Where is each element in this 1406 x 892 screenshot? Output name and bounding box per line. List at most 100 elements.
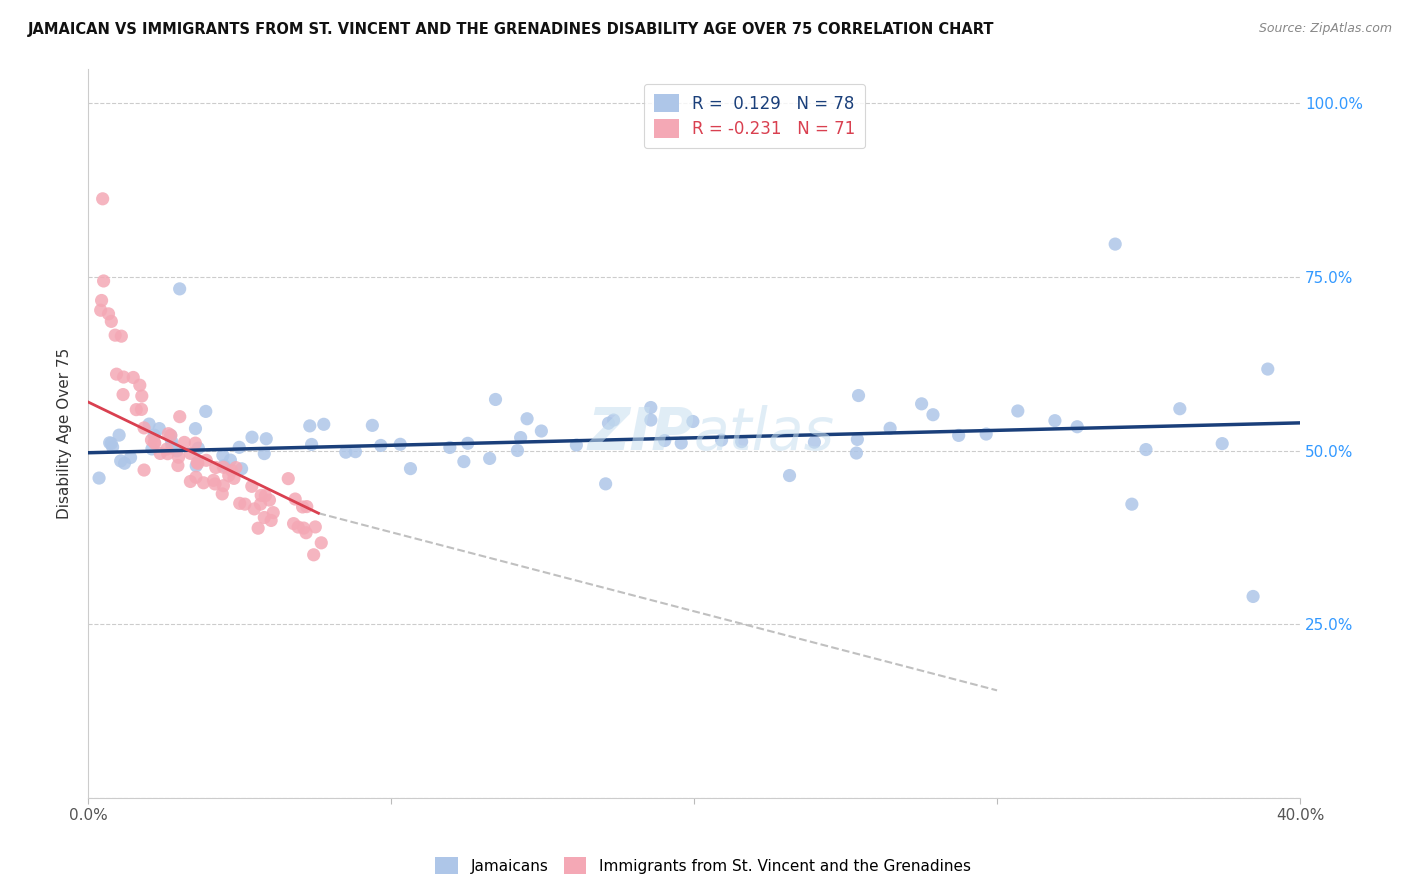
Point [212,458,235,473]
Point [295,525,318,540]
Point [457,436,479,450]
Point [879,421,901,435]
Point [361,418,384,433]
Y-axis label: Disability Age Over 75: Disability Age Over 75 [58,348,72,519]
Point [1257,362,1279,376]
Point [143,435,166,450]
Point [453,454,475,468]
Point [389,437,412,451]
Point [250,488,273,502]
Point [160,434,183,449]
Point [291,500,314,514]
Point [335,445,357,459]
Point [184,422,207,436]
Point [1104,237,1126,252]
Point [228,440,250,454]
Point [292,521,315,535]
Point [233,497,256,511]
Point [309,536,332,550]
Point [219,453,242,467]
Point [565,438,588,452]
Point [301,437,323,451]
Point [195,453,218,467]
Point [848,388,870,402]
Point [212,460,235,475]
Point [845,446,868,460]
Point [90,303,112,318]
Text: Source: ZipAtlas.com: Source: ZipAtlas.com [1258,22,1392,36]
Point [370,438,392,452]
Point [243,502,266,516]
Point [260,513,283,527]
Point [156,442,179,456]
Text: atlas: atlas [695,405,835,462]
Point [516,411,538,425]
Point [1211,436,1233,450]
Point [221,464,243,478]
Point [93,274,115,288]
Point [87,471,110,485]
Point [312,417,335,432]
Point [98,435,121,450]
Point [110,329,132,343]
Point [218,468,240,483]
Point [484,392,506,407]
Point [1121,497,1143,511]
Point [212,449,235,463]
Point [120,450,142,465]
Point [108,428,131,442]
Point [159,428,181,442]
Point [298,418,321,433]
Point [141,433,163,447]
Point [100,436,122,450]
Point [167,450,190,465]
Point [254,489,277,503]
Point [295,500,318,514]
Point [910,397,932,411]
Point [654,434,676,448]
Point [478,451,501,466]
Point [131,389,153,403]
Point [682,415,704,429]
Point [1168,401,1191,416]
Point [922,408,945,422]
Point [143,428,166,442]
Point [247,521,270,535]
Point [287,520,309,534]
Point [212,478,235,492]
Point [141,442,163,456]
Point [143,436,166,450]
Point [284,491,307,506]
Point [167,458,190,473]
Point [148,422,170,436]
Point [125,402,148,417]
Point [225,460,247,475]
Point [240,430,263,444]
Point [128,378,150,392]
Point [598,416,620,430]
Point [211,487,233,501]
Point [439,441,461,455]
Point [100,314,122,328]
Point [132,463,155,477]
Point [779,468,801,483]
Point [262,506,284,520]
Point [91,192,114,206]
Point [112,387,135,401]
Point [730,434,752,449]
Point [131,402,153,417]
Point [101,440,124,454]
Point [509,431,531,445]
Point [506,443,529,458]
Legend: R =  0.129   N = 78, R = -0.231   N = 71: R = 0.129 N = 78, R = -0.231 N = 71 [644,84,866,148]
Point [122,370,145,384]
Point [169,282,191,296]
Point [157,426,180,441]
Point [114,456,136,470]
Point [253,510,276,524]
Point [179,475,201,489]
Point [302,548,325,562]
Point [640,413,662,427]
Point [974,427,997,442]
Point [169,409,191,424]
